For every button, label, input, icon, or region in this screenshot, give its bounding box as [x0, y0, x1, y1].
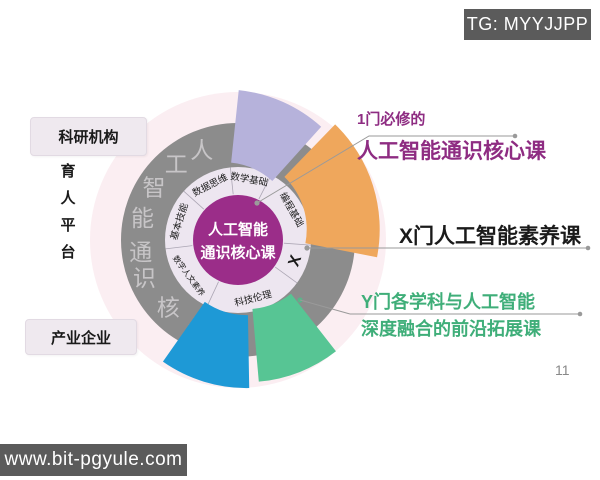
svg-text:智: 智 — [143, 175, 166, 201]
svg-text:通: 通 — [129, 239, 152, 265]
svg-text:通识核心课: 通识核心课 — [200, 244, 276, 262]
svg-text:人: 人 — [190, 137, 213, 163]
svg-text:人工智能: 人工智能 — [208, 221, 268, 239]
svg-text:识: 识 — [133, 265, 156, 291]
svg-text:核: 核 — [157, 294, 180, 320]
svg-text:能: 能 — [131, 205, 154, 231]
svg-text:工: 工 — [165, 151, 188, 177]
